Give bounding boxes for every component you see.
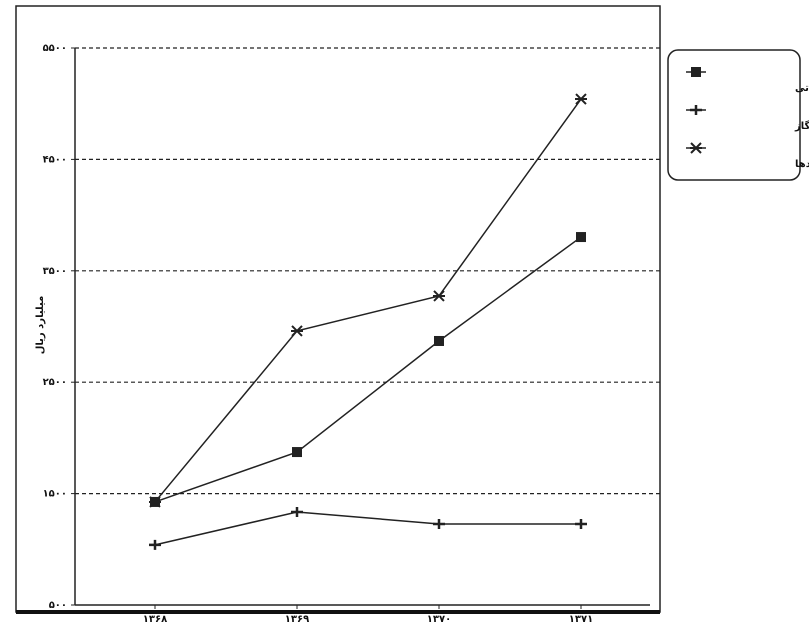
x-tick-label: ۱۳۷۱ — [569, 614, 593, 625]
series-line — [155, 237, 581, 502]
y-tick-label: ۵۵۰۰ — [43, 43, 67, 54]
legend-label: سایر درآمدها — [795, 157, 809, 170]
frame — [16, 6, 660, 612]
x-tick-label: ۱۳۶۹ — [285, 614, 309, 625]
y-tick-label: ۱۵۰۰ — [43, 489, 67, 500]
legend-label: درآمدهای نفت و گاز — [794, 119, 809, 132]
y-tick-label: ۴۵۰۰ — [43, 154, 67, 165]
legend-box — [668, 50, 800, 180]
point — [575, 94, 587, 104]
x-tick-label: ۱۳۶۸ — [143, 614, 167, 625]
point — [291, 507, 303, 517]
point — [575, 519, 587, 529]
point — [434, 336, 444, 346]
y-tick-label: ۲۵۰۰ — [43, 377, 67, 388]
legend-label: درآمدهای مالیاتی — [795, 81, 809, 94]
point — [576, 232, 586, 242]
point — [691, 67, 701, 77]
y-tick-label: ۵۰۰ — [49, 600, 67, 611]
point — [291, 326, 303, 336]
y-tick-label: ۳۵۰۰ — [43, 266, 67, 277]
chart: میلیارد ریال ۵۰۰ ۱۵۰۰ ۲۵۰۰ ۳۵۰۰ ۴۵۰۰ ۵۵۰۰ ۱۳۶۸… — [0, 0, 809, 625]
point — [292, 447, 302, 457]
point — [433, 519, 445, 529]
point — [149, 540, 161, 550]
x-tick-label: ۱۳۷۰ — [427, 614, 451, 625]
point — [433, 291, 445, 301]
y-axis-label: میلیارد ریال — [35, 296, 46, 355]
series-line — [155, 512, 581, 545]
